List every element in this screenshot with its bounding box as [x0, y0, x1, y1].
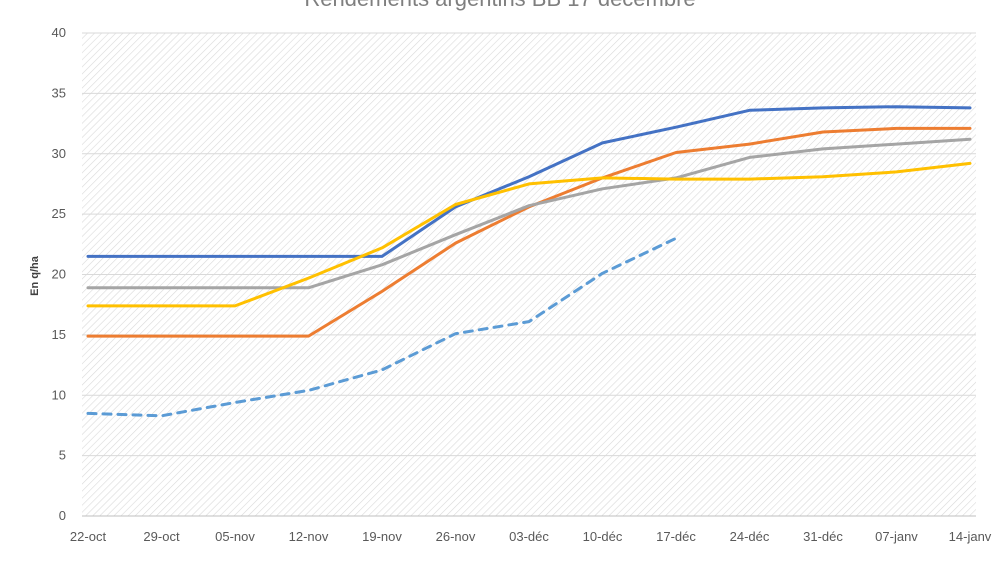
- series-line-5: [86, 236, 678, 418]
- x-tick-label: 10-déc: [583, 529, 623, 544]
- x-tick-label: 12-nov: [289, 529, 329, 544]
- x-tick-label: 17-déc: [656, 529, 696, 544]
- chart-title: Rendements argentins BB 17 décembre: [304, 0, 695, 11]
- y-tick-label: 35: [52, 85, 66, 100]
- y-tick-label: 20: [52, 267, 66, 282]
- x-tick-label: 22-oct: [70, 529, 107, 544]
- y-tick-label: 40: [52, 25, 66, 40]
- y-tick-label: 5: [59, 448, 66, 463]
- x-tick-label: 05-nov: [215, 529, 255, 544]
- x-tick-label: 03-déc: [509, 529, 549, 544]
- series-line-3: [86, 137, 972, 290]
- x-tick-label: 24-déc: [730, 529, 770, 544]
- y-tick-label: 10: [52, 387, 66, 402]
- y-tick-label: 30: [52, 146, 66, 161]
- y-tick-label: 0: [59, 508, 66, 523]
- y-tick-label: 15: [52, 327, 66, 342]
- y-tick-label: 25: [52, 206, 66, 221]
- series-line-4: [86, 161, 972, 308]
- x-tick-label: 07-janv: [875, 529, 918, 544]
- x-tick-label: 31-déc: [803, 529, 843, 544]
- x-tick-label: 29-oct: [143, 529, 180, 544]
- x-tick-label: 19-nov: [362, 529, 402, 544]
- x-tick-label: 26-nov: [436, 529, 476, 544]
- x-tick-label: 14-janv: [949, 529, 992, 544]
- y-axis-label: En q/ha: [29, 255, 41, 296]
- series-line-1: [86, 105, 972, 258]
